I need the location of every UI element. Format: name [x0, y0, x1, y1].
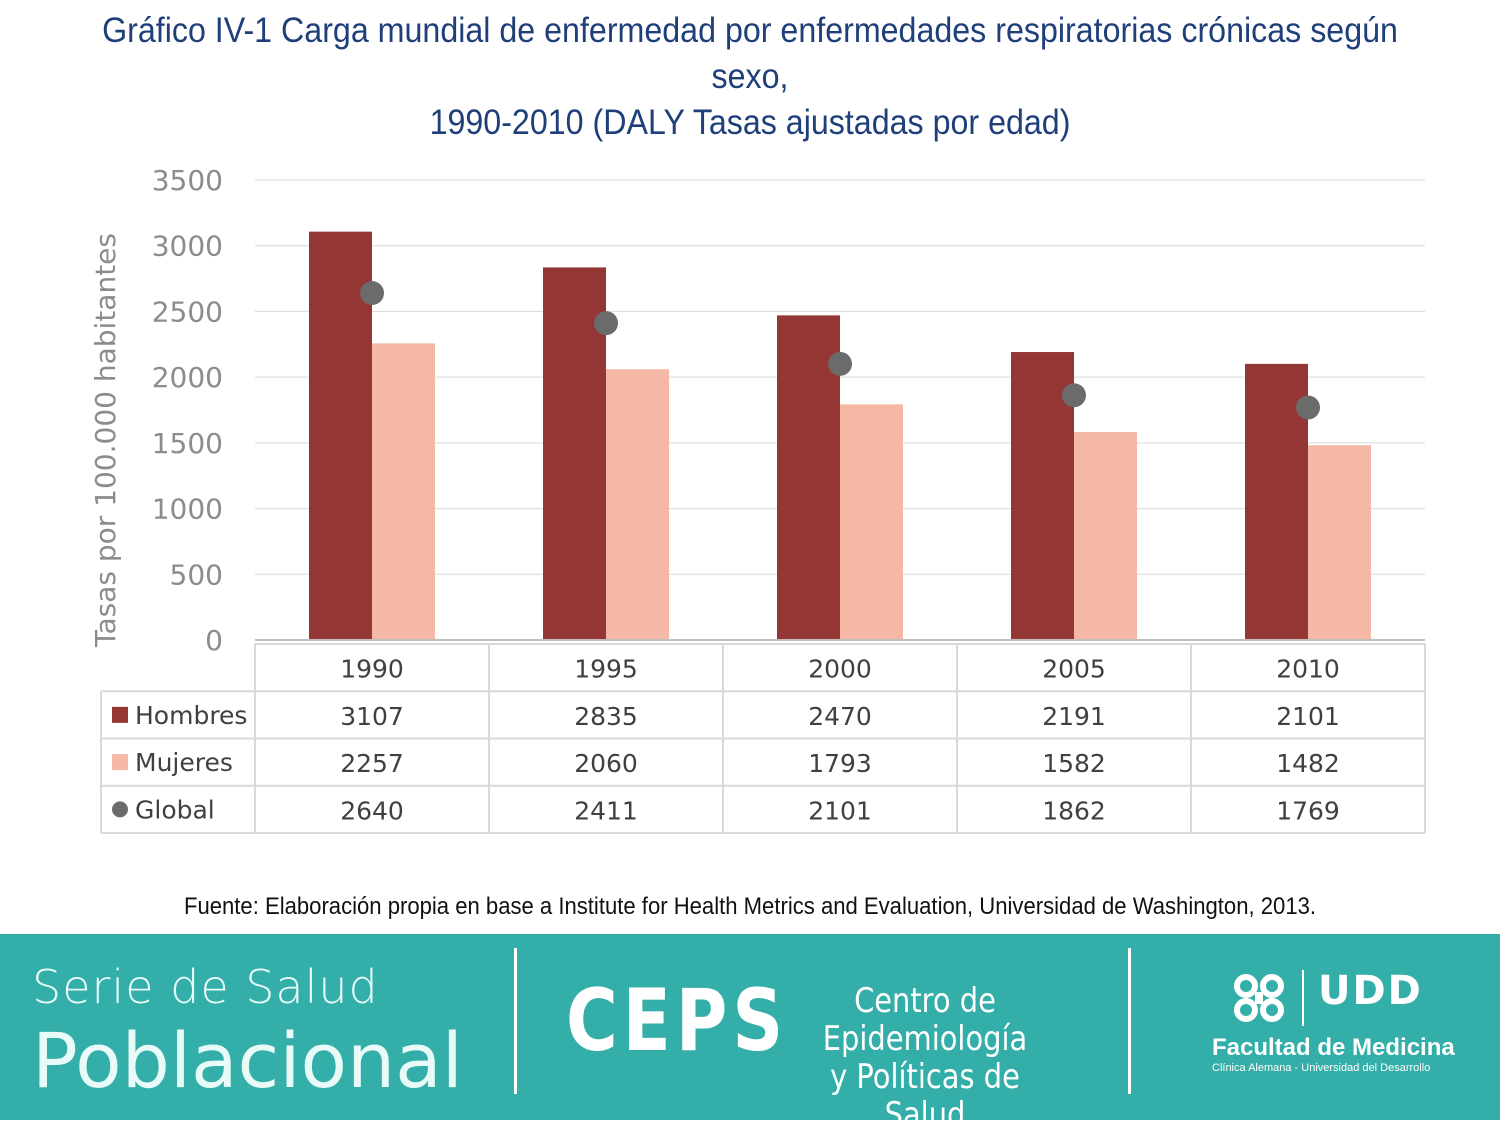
data-label-global: 2411 — [574, 796, 638, 825]
ceps-name-line2: y Políticas de Salud — [830, 1057, 1020, 1135]
footer-divider — [514, 948, 517, 1094]
ceps-name: Centro de Epidemiología y Políticas de S… — [793, 982, 1057, 1134]
data-label-mujeres: 2060 — [574, 749, 638, 778]
y-tick-label: 2000 — [152, 361, 223, 394]
footer-divider — [1128, 948, 1131, 1094]
y-tick-label: 0 — [205, 624, 223, 657]
footer-banner: Serie de Salud Poblacional CEPS Centro d… — [0, 934, 1500, 1134]
x-tick-label: 1990 — [340, 655, 404, 684]
chart-title-line2: 1990-2010 (DALY Tasas ajustadas por edad… — [429, 103, 1071, 142]
legend-label: Global — [135, 795, 215, 824]
bar-mujeres — [840, 404, 903, 640]
udd-emblem-icon — [1234, 974, 1284, 1022]
data-label-global: 2101 — [808, 796, 872, 825]
bar-mujeres — [1074, 432, 1137, 640]
legend-label: Hombres — [135, 701, 247, 730]
legend-swatch-mujeres — [112, 754, 128, 771]
data-label-mujeres: 1582 — [1042, 749, 1106, 778]
y-tick-label: 500 — [170, 558, 223, 591]
udd-separator — [1302, 970, 1304, 1026]
chart-title-line1: Gráfico IV-1 Carga mundial de enfermedad… — [102, 11, 1398, 96]
bar-hombres — [309, 231, 372, 640]
y-tick-label: 1000 — [152, 493, 223, 526]
data-label-hombres: 2191 — [1042, 702, 1106, 731]
bar-mujeres — [1308, 445, 1371, 640]
y-axis-label: Tasas por 100.000 habitantes — [89, 233, 122, 648]
x-tick-label: 1995 — [574, 655, 638, 684]
x-tick-label: 2005 — [1042, 655, 1106, 684]
y-tick-label: 1500 — [152, 427, 223, 460]
data-label-hombres: 3107 — [340, 702, 404, 731]
data-label-mujeres: 2257 — [340, 749, 404, 778]
data-label-global: 2640 — [340, 796, 404, 825]
series-title-line2: Poblacional — [32, 1016, 463, 1105]
chart-area: 0 500 1000 1500 2000 2500 3000 3500 Tasas por 10… — [89, 164, 1426, 834]
data-label-global: 1862 — [1042, 796, 1106, 825]
point-global — [360, 281, 384, 306]
source-note: Fuente: Elaboración propia en base a Ins… — [183, 893, 1317, 920]
data-label-hombres: 2835 — [574, 702, 638, 731]
x-tick-label: 2010 — [1276, 655, 1340, 684]
legend-label: Mujeres — [135, 748, 233, 777]
data-label-hombres: 2101 — [1276, 702, 1340, 731]
udd-logo: UDD — [1318, 968, 1423, 1014]
y-tick-label: 3000 — [152, 230, 223, 263]
ceps-logo: CEPS — [566, 971, 789, 1071]
faculty-subtitle: Clínica Alemana - Universidad del Desarr… — [1212, 1062, 1431, 1074]
chart-title: Gráfico IV-1 Carga mundial de enfermedad… — [60, 8, 1440, 146]
bar-mujeres — [372, 343, 435, 640]
y-tick-label: 2500 — [152, 295, 223, 328]
data-label-hombres: 2470 — [808, 702, 872, 731]
point-global — [1296, 395, 1320, 420]
y-tick-label: 3500 — [152, 164, 223, 197]
bar-mujeres — [606, 369, 669, 640]
x-tick-label: 2000 — [808, 655, 872, 684]
point-global — [594, 311, 618, 336]
ceps-name-line1: Centro de Epidemiología — [822, 981, 1028, 1059]
series-title-line1: Serie de Salud — [32, 960, 379, 1014]
data-label-mujeres: 1793 — [808, 749, 872, 778]
bar-hombres — [543, 267, 606, 640]
data-label-global: 1769 — [1276, 796, 1340, 825]
legend-swatch-hombres — [112, 706, 128, 723]
data-label-mujeres: 1482 — [1276, 749, 1340, 778]
point-global — [828, 351, 852, 376]
faculty-name: Facultad de Medicina — [1212, 1034, 1455, 1061]
legend-swatch-global — [112, 801, 128, 818]
point-global — [1062, 383, 1086, 408]
